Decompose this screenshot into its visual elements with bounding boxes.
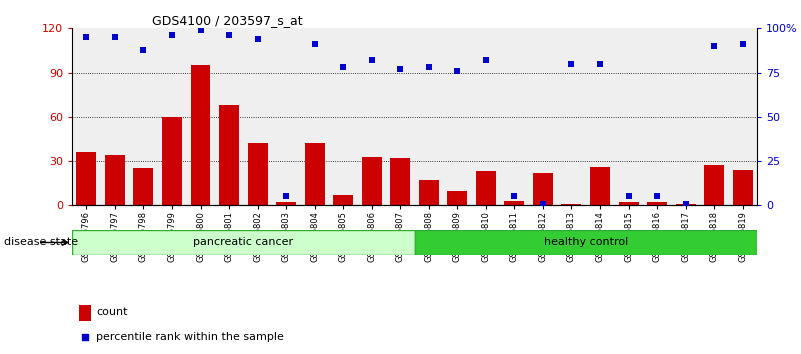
Bar	[414, 28, 443, 205]
Bar	[472, 28, 500, 205]
Bar	[733, 170, 753, 205]
Point	[622, 194, 635, 199]
Point	[537, 201, 549, 206]
Text: disease state: disease state	[4, 238, 78, 247]
Point	[365, 57, 378, 63]
Bar	[72, 230, 415, 255]
Point	[508, 194, 521, 199]
Point	[108, 34, 121, 40]
Bar	[362, 156, 382, 205]
Point	[308, 41, 321, 47]
Bar	[105, 155, 125, 205]
Bar	[101, 28, 129, 205]
Text: healthy control: healthy control	[544, 238, 628, 247]
Bar	[704, 166, 724, 205]
Text: count: count	[96, 307, 127, 317]
Bar	[419, 180, 439, 205]
Text: percentile rank within the sample: percentile rank within the sample	[96, 332, 284, 342]
Point	[679, 201, 692, 206]
Point	[336, 64, 349, 70]
Point	[137, 47, 150, 52]
Bar	[447, 190, 467, 205]
Bar	[186, 28, 215, 205]
Point	[650, 194, 663, 199]
Bar	[700, 28, 728, 205]
Bar	[79, 305, 91, 321]
Bar	[357, 28, 386, 205]
Bar	[276, 202, 296, 205]
Point	[78, 334, 91, 340]
Bar	[390, 158, 410, 205]
Point	[422, 64, 435, 70]
Bar	[304, 143, 324, 205]
Point	[194, 27, 207, 33]
Point	[565, 61, 578, 67]
Point	[223, 33, 235, 38]
Bar	[728, 28, 757, 205]
Point	[451, 68, 464, 74]
Bar	[129, 28, 158, 205]
Bar	[162, 117, 182, 205]
Bar	[272, 28, 300, 205]
Bar	[329, 28, 357, 205]
Text: pancreatic cancer: pancreatic cancer	[193, 238, 293, 247]
Bar	[215, 28, 244, 205]
Bar	[476, 171, 496, 205]
Bar	[300, 28, 329, 205]
Bar	[642, 28, 671, 205]
Bar	[590, 167, 610, 205]
Bar	[248, 143, 268, 205]
Bar	[415, 230, 757, 255]
Bar	[219, 105, 239, 205]
Bar	[618, 202, 638, 205]
Point	[80, 34, 93, 40]
Point	[708, 43, 721, 49]
Bar	[500, 28, 529, 205]
Bar	[675, 204, 695, 205]
Bar	[76, 152, 96, 205]
Bar	[557, 28, 586, 205]
Point	[480, 57, 493, 63]
Point	[166, 33, 179, 38]
Bar	[386, 28, 414, 205]
Point	[280, 194, 292, 199]
Bar	[671, 28, 700, 205]
Point	[394, 66, 407, 72]
Bar	[533, 173, 553, 205]
Point	[252, 36, 264, 42]
Bar	[614, 28, 642, 205]
Bar	[244, 28, 272, 205]
Bar	[586, 28, 614, 205]
Bar	[158, 28, 186, 205]
Bar	[333, 195, 353, 205]
Bar	[72, 28, 101, 205]
Bar	[647, 202, 667, 205]
Bar	[191, 65, 211, 205]
Bar	[505, 201, 525, 205]
Point	[736, 41, 749, 47]
Bar	[562, 204, 582, 205]
Text: GDS4100 / 203597_s_at: GDS4100 / 203597_s_at	[152, 14, 303, 27]
Bar	[134, 169, 154, 205]
Bar	[443, 28, 472, 205]
Point	[594, 61, 606, 67]
Bar	[529, 28, 557, 205]
